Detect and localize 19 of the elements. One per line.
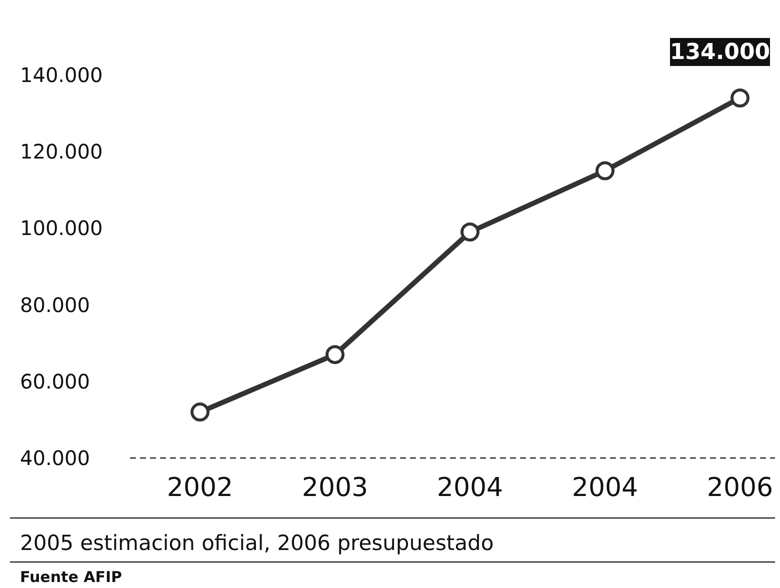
text: 2005 estimacion oficial, 2006 presupuestado bbox=[20, 531, 494, 555]
y-tick-label: 100.000 bbox=[20, 216, 103, 240]
x-tick-label: 2004 bbox=[436, 473, 504, 503]
y-tick-label: 60.000 bbox=[20, 369, 90, 394]
source-note: Fuente AFIP bbox=[20, 568, 122, 586]
x-tick-label: 2006 bbox=[706, 473, 774, 503]
y-tick-label: 40.000 bbox=[20, 446, 90, 470]
y-tick-label: 120.000 bbox=[20, 140, 103, 164]
point bbox=[460, 222, 480, 242]
x-tick-label: 2003 bbox=[302, 473, 368, 503]
x-tick-label: 2002 bbox=[166, 473, 234, 503]
point bbox=[326, 345, 344, 364]
x-tick-label: 2004 bbox=[572, 473, 638, 503]
point bbox=[190, 402, 210, 422]
y-tick-label: 140.000 bbox=[20, 63, 103, 87]
data-label: 134.000 bbox=[670, 40, 770, 65]
point bbox=[596, 161, 614, 180]
point bbox=[730, 88, 750, 108]
y-tick-label: 80.000 bbox=[20, 292, 90, 317]
